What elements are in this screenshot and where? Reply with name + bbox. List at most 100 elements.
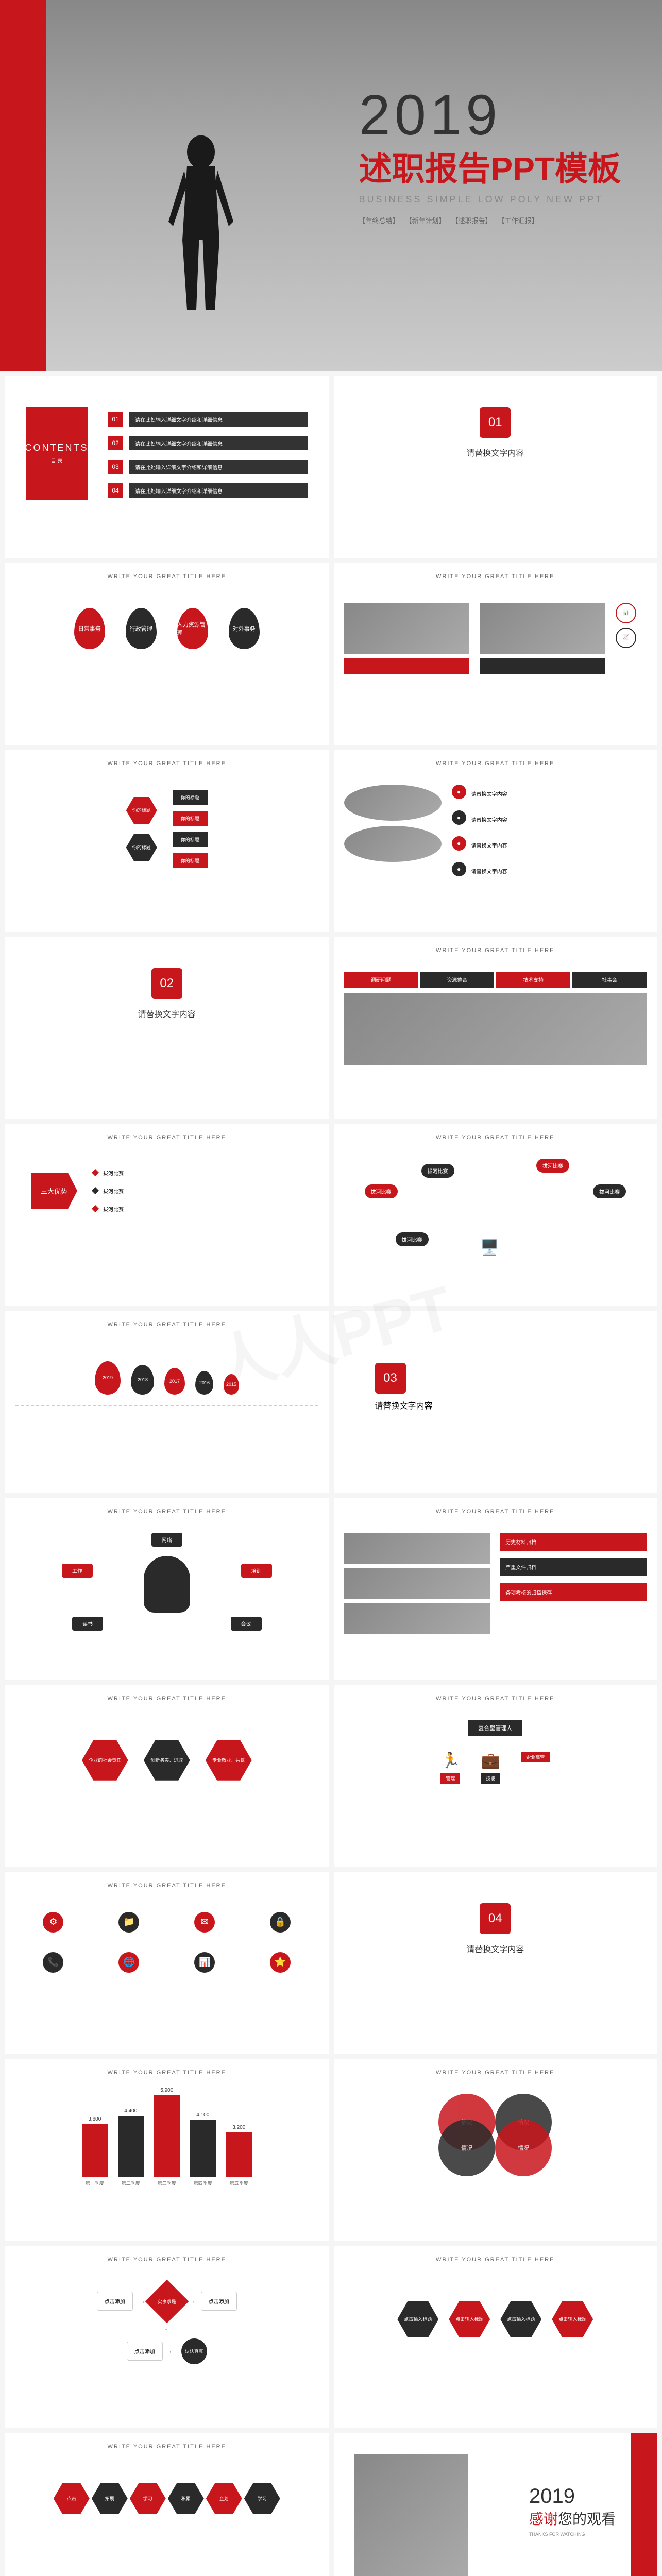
arrow-icon: → (162, 2324, 172, 2332)
bar-group: 3,200 第五季度 (226, 2125, 252, 2186)
contents-item: 02 请在此处输入详细文字介绍和详细信息 (108, 436, 308, 450)
slide-tabs: WRITE YOUR GREAT TITLE HERE 调研问题 资源整合 技术… (334, 937, 657, 1119)
hero-year: 2019 (359, 82, 621, 148)
bar-value: 4,400 (124, 2108, 137, 2114)
text-bar: 你的标题 (173, 832, 208, 847)
slide-two-images: WRITE YOUR GREAT TITLE HERE 📊 📈 (334, 563, 657, 745)
hex-item: 创新务实、进取 (144, 1740, 190, 1781)
slide-flowchart: WRITE YOUR GREAT TITLE HERE 点击添加 → 实事求是 … (5, 2246, 329, 2428)
bar-value: 4,100 (196, 2112, 209, 2118)
slide-title: WRITE YOUR GREAT TITLE HERE (344, 2257, 647, 2263)
slide-orgchart: WRITE YOUR GREAT TITLE HERE 复合型管理人 🏃 管理 … (334, 1685, 657, 1867)
org-item: 企业高管 (521, 1752, 550, 1784)
grid-icon: 📁 (118, 1912, 139, 1933)
text-bar: 你的标题 (173, 853, 208, 868)
adv-item: 拔河比赛 (93, 1169, 303, 1177)
chart-icon: 📊 (616, 603, 636, 623)
bullet-icon: ● (452, 810, 466, 825)
slide-section-03: 03 请替换文字内容 (334, 1311, 657, 1493)
slide-title: WRITE YOUR GREAT TITLE HERE (15, 1883, 318, 1889)
timeline-pin: 2015 (224, 1374, 239, 1395)
step-hex: 点击 (54, 2483, 90, 2514)
slide-icon-grid: WRITE YOUR GREAT TITLE HERE ⚙ 📁 ✉ 🔒 📞 🌐 … (5, 1872, 329, 2054)
step-hex: 积累 (168, 2483, 204, 2514)
hex-node: 点击输入标题 (397, 2301, 438, 2337)
contents-box: CONTENTS 目 录 (26, 407, 88, 500)
timeline-pin: 2016 (195, 1371, 213, 1395)
arrow-icon: ← (168, 2347, 176, 2356)
contents-list: 01 请在此处输入详细文字介绍和详细信息 02 请在此处输入详细文字介绍和详细信… (108, 412, 308, 507)
hero-red-stripe (0, 0, 46, 371)
hero-tag: 【年终总结】 (359, 215, 399, 225)
org-item: 💼 技能 (481, 1752, 500, 1784)
section-title: 请替换文字内容 (15, 1007, 318, 1020)
image-placeholder (344, 993, 647, 1065)
contents-text: 请在此处输入详细文字介绍和详细信息 (129, 436, 308, 450)
bar-label: 第二季度 (122, 2180, 140, 2187)
timeline-row: 2019 2018 2017 2016 2015 (15, 1361, 318, 1406)
adv-text: 拔河比赛 (103, 1187, 124, 1195)
image-placeholder (480, 603, 605, 654)
flow-node: 点击添加 (127, 2342, 163, 2361)
text-bar: 你的标题 (173, 811, 208, 826)
slide-title: WRITE YOUR GREAT TITLE HERE (344, 2070, 647, 2076)
cloud-bubble: 拔河比赛 (396, 1232, 429, 1246)
slide-title: WRITE YOUR GREAT TITLE HERE (15, 760, 318, 767)
icon-text: 请替换文字内容 (471, 816, 507, 823)
col (480, 603, 605, 674)
bar-value: 3,800 (88, 2116, 101, 2122)
adv-items: 拔河比赛 拔河比赛 拔河比赛 (93, 1169, 303, 1213)
step-hex: 学习 (130, 2483, 166, 2514)
slide-title: WRITE YOUR GREAT TITLE HERE (344, 1509, 647, 1515)
brain-label: 培训 (241, 1564, 272, 1578)
slide-title: WRITE YOUR GREAT TITLE HERE (15, 1509, 318, 1515)
hex-item: 企业的社会责任 (82, 1740, 128, 1781)
chart-bar (190, 2120, 216, 2176)
chart-icon: 📈 (616, 628, 636, 648)
history-item: 历史材料归档 (500, 1533, 647, 1551)
slide-grid: CONTENTS 目 录 01 请在此处输入详细文字介绍和详细信息 02 请在此… (0, 371, 662, 2576)
chart-bar (82, 2124, 108, 2176)
slide-title: WRITE YOUR GREAT TITLE HERE (15, 1321, 318, 1328)
history-item: 各项考核的归档保存 (500, 1583, 647, 1601)
bar-label: 第一季度 (86, 2180, 104, 2187)
slide-hexagons: WRITE YOUR GREAT TITLE HERE 企业的社会责任 创新务实… (5, 1685, 329, 1867)
hero-slide: 2019 述职报告PPT模板 BUSINESS SIMPLE LOW POLY … (0, 0, 662, 371)
person-icon: 🏃 (441, 1752, 460, 1770)
step-hex: 企划 (206, 2483, 242, 2514)
icon-row: ● 请替换文字内容 (452, 862, 647, 880)
drop-row: 日常事务 行政管理 人力资源管理 对外事务 (15, 608, 318, 649)
slide-title: WRITE YOUR GREAT TITLE HERE (344, 1134, 647, 1141)
section-title: 请替换文字内容 (344, 446, 647, 459)
org-row: 🏃 管理 💼 技能 企业高管 (344, 1752, 647, 1784)
section-title: 请替换文字内容 (375, 1399, 647, 1411)
slide-title: WRITE YOUR GREAT TITLE HERE (15, 573, 318, 580)
history-item: 严重文件归档 (500, 1558, 647, 1576)
bar-group: 3,800 第一季度 (82, 2116, 108, 2186)
hero-tag: 【新年计划】 (405, 215, 446, 225)
icon-list-layout: ● 请替换文字内容 ● 请替换文字内容 ● 请替换文字内容 ● 请替换文字内容 (344, 785, 647, 880)
slide-title: WRITE YOUR GREAT TITLE HERE (15, 1134, 318, 1141)
slide-title: WRITE YOUR GREAT TITLE HERE (15, 2257, 318, 2263)
tab: 社事会 (572, 972, 647, 988)
adv-item: 拔河比赛 (93, 1205, 303, 1213)
steps-row: 点击 拓展 学习 积累 企划 学习 (15, 2483, 318, 2514)
contents-text: 请在此处输入详细文字介绍和详细信息 (129, 412, 308, 427)
hero-title: 述职报告PPT模板 (359, 143, 621, 190)
slide-title: WRITE YOUR GREAT TITLE HERE (15, 2070, 318, 2076)
contents-text: 请在此处输入详细文字介绍和详细信息 (129, 483, 308, 498)
slide-title: WRITE YOUR GREAT TITLE HERE (344, 947, 647, 954)
circle-node: 认认真真 (181, 2338, 207, 2364)
grid-icon: ⭐ (270, 1952, 291, 1973)
bullet-icon: ● (452, 785, 466, 799)
icon-row-1: ⚙ 📁 ✉ 🔒 (15, 1912, 318, 1937)
chart-bar (154, 2095, 180, 2176)
hex-node: 点击输入标题 (552, 2301, 593, 2337)
slide-title: WRITE YOUR GREAT TITLE HERE (344, 573, 647, 580)
drop-item: 人力资源管理 (177, 608, 208, 649)
icon-row: ● 请替换文字内容 (452, 836, 647, 855)
slide-brain: WRITE YOUR GREAT TITLE HERE 网络 工作 培训 读书 … (5, 1498, 329, 1680)
thanks-year: 2019 (529, 2485, 616, 2508)
adv-arrow: 三大优势 (31, 1173, 77, 1209)
hex-flow-row: 点击输入标题 点击输入标题 点击输入标题 点击输入标题 (344, 2301, 647, 2337)
